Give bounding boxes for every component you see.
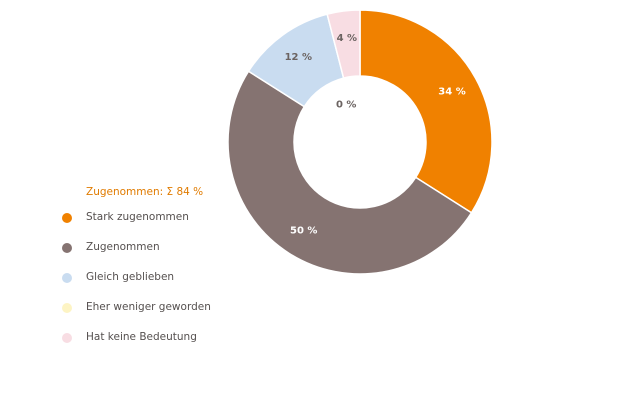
chart-data-labels: 34 % 50 % 12 % 0 % 4 % [285,33,466,237]
legend-item-zugenommen: Zugenommen [62,241,203,271]
legend-swatch [62,303,72,313]
legend-item-stark-zugenommen: Stark zugenommen [62,211,203,241]
chart-slices [227,9,493,275]
legend-item-gleich-geblieben: Gleich geblieben [62,271,203,301]
data-label-eher-weniger-geworden: 0 % [336,99,356,110]
legend-item-eher-weniger-geworden: Eher weniger geworden [62,301,211,331]
legend-swatch [62,213,72,223]
data-label-stark-zugenommen: 34 % [438,86,465,97]
slice-stark-zugenommen [359,9,493,214]
legend-label: Eher weniger geworden [86,301,211,313]
slice-hat-keine-bedeutung [326,9,361,79]
data-label-hat-keine-bedeutung: 4 % [337,33,357,44]
data-label-zugenommen: 50 % [290,226,317,237]
legend-swatch [62,243,72,253]
legend-item-hat-keine-bedeutung: Hat keine Bedeutung [62,331,203,361]
legend-label: Zugenommen [86,241,160,253]
legend-title: Zugenommen: Σ 84 % [86,186,204,198]
legend-swatch [62,333,72,343]
legend-swatch [62,273,72,283]
legend-label: Stark zugenommen [86,211,189,223]
slice-zugenommen [227,70,473,275]
chart-legend: Zugenommen: Σ 84 % Stark zugenommen Zuge… [62,186,211,361]
legend-label: Gleich geblieben [86,271,175,283]
data-label-gleich-geblieben: 12 % [285,52,312,63]
legend-label: Hat keine Bedeutung [86,331,197,343]
